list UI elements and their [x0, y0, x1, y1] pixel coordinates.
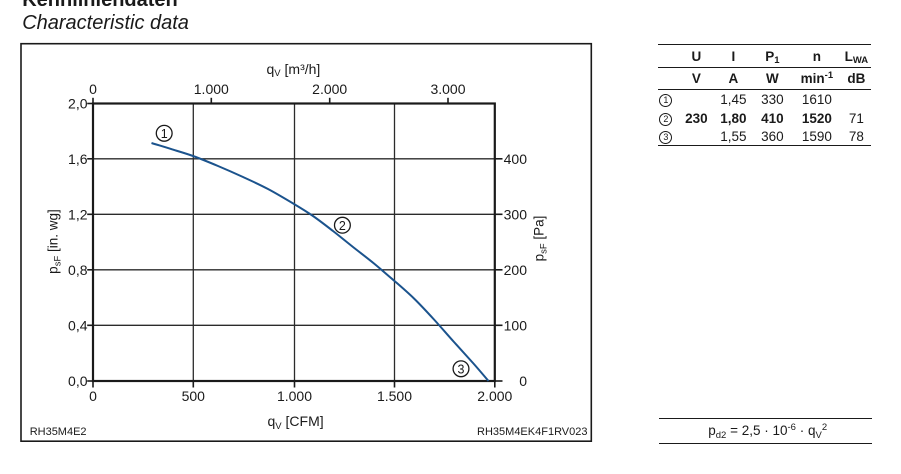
svg-text:0: 0: [89, 81, 97, 97]
svg-text:500: 500: [182, 388, 206, 404]
svg-text:2.000: 2.000: [312, 81, 347, 97]
svg-text:1.500: 1.500: [377, 388, 412, 404]
svg-text:0: 0: [89, 388, 97, 404]
svg-text:3: 3: [458, 362, 465, 376]
svg-text:2,0: 2,0: [68, 96, 88, 112]
svg-text:0,4: 0,4: [68, 317, 88, 333]
svg-text:400: 400: [504, 151, 528, 167]
svg-text:1,2: 1,2: [68, 206, 88, 222]
svg-text:0,8: 0,8: [68, 262, 88, 278]
svg-text:1.000: 1.000: [194, 81, 229, 97]
svg-text:1: 1: [161, 127, 168, 141]
svg-text:0,0: 0,0: [68, 373, 88, 389]
svg-text:3.000: 3.000: [430, 81, 465, 97]
svg-text:2: 2: [339, 219, 346, 233]
svg-text:300: 300: [504, 206, 528, 222]
svg-text:100: 100: [504, 317, 528, 333]
svg-text:1.000: 1.000: [277, 388, 312, 404]
svg-text:200: 200: [504, 262, 528, 278]
svg-text:1,6: 1,6: [68, 151, 88, 167]
svg-text:0: 0: [519, 373, 527, 389]
svg-text:2.000: 2.000: [477, 388, 512, 404]
